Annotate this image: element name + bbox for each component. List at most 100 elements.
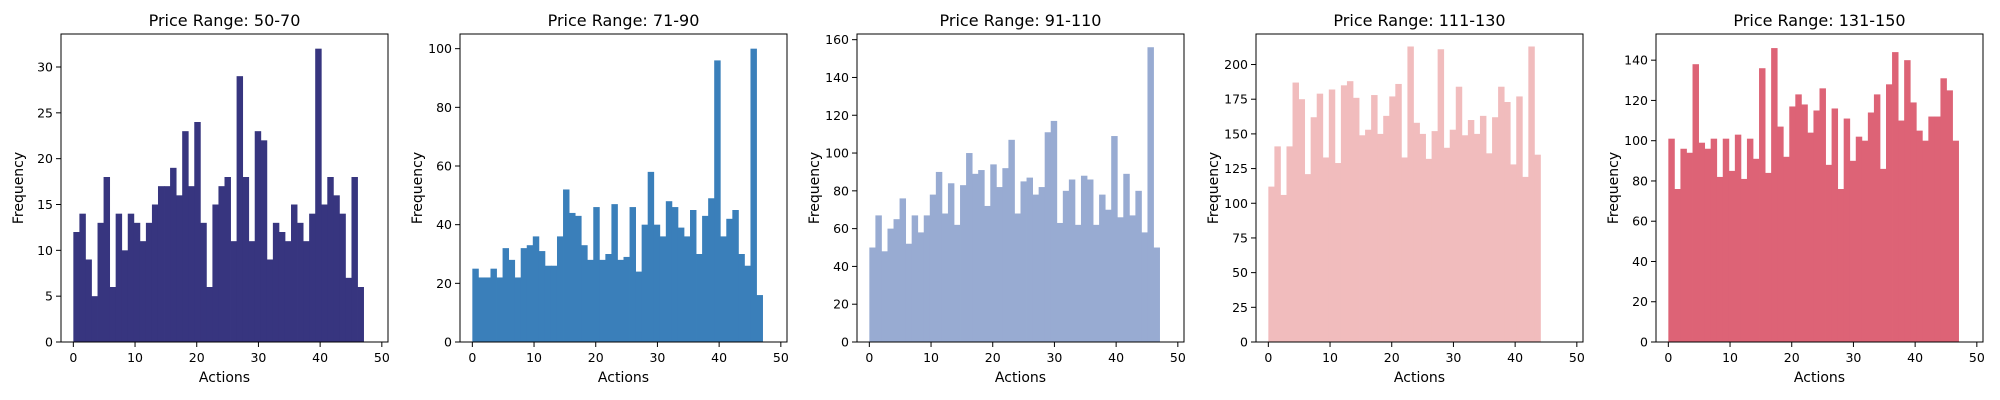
histogram-bar [947,183,955,342]
y-tick-label: 20 [37,151,53,166]
y-tick-label: 0 [841,335,849,350]
chart-panel-2: 0 10 20 30 40 50 0 20 40 60 80 100 Price Range: 71-9… [410,11,789,386]
histogram-bar [315,48,322,343]
y-tick-label: 20 [436,276,452,291]
histogram-bar [960,185,967,342]
histogram-bar [1783,156,1790,342]
x-tick-label: 50 [374,350,390,365]
x-tick-label: 40 [711,350,727,365]
x-axis-label: Actions [1394,370,1445,386]
x-tick-label: 20 [588,350,604,365]
histogram-bar [1479,115,1487,342]
histogram-bar [1056,222,1064,342]
histogram-bar [1425,158,1432,342]
x-tick-label: 30 [649,350,665,365]
histogram-bar [502,248,510,342]
histogram-bar [1304,174,1312,342]
histogram-bar [1383,115,1390,342]
histogram-bar [1032,194,1040,342]
histogram-bar [1413,122,1420,342]
y-tick-label: 60 [833,221,849,236]
histogram-bar [1510,164,1517,342]
histogram-bar [91,296,98,342]
histogram-bar [1867,112,1875,342]
histogram-bar [1819,88,1826,342]
histogram-bar [629,207,636,342]
histogram-bar [1038,187,1046,342]
histogram-bar [1020,181,1027,342]
histogram-bar [1849,160,1857,342]
histogram-bar [218,186,225,342]
histogram-bar [587,259,594,342]
y-tick-label: 125 [1224,161,1248,176]
histogram-bar [121,250,129,342]
y-tick-label: 40 [436,217,452,232]
histogram-bar [677,227,685,342]
x-tick-label: 40 [312,350,328,365]
y-tick-label: 100 [1224,196,1248,211]
x-tick-label: 20 [189,350,205,365]
histogram-bar [1722,138,1730,342]
histogram-bar [1680,148,1687,342]
y-tick-label: 0 [444,335,452,350]
histogram-bar [929,194,937,342]
histogram-bar [1443,147,1451,342]
axes-frame [459,33,788,343]
histogram-bar [550,265,558,342]
y-axis-label: Frequency [1206,152,1222,224]
histogram-bar [333,195,340,342]
histogram-bar [327,177,334,342]
histogram-bar [1395,83,1402,342]
x-tick-label: 10 [127,350,143,365]
histogram-bar [1129,215,1136,342]
y-tick-label: 0 [1240,335,1248,350]
histogram-bar [1777,126,1784,342]
x-tick-label: 10 [526,350,542,365]
histogram-bar [182,131,189,342]
histogram-bar [520,248,528,342]
histogram-bar [1886,84,1893,342]
histogram-bar [508,259,516,342]
y-tick-label: 50 [1232,265,1248,280]
histogram-bar [953,224,961,342]
histogram-bar [1813,110,1820,342]
x-tick-label: 40 [1907,350,1923,365]
histogram-bar [496,277,503,342]
y-tick-label: 25 [37,105,53,120]
histogram-bar [905,243,913,342]
histogram-bar [611,204,618,342]
histogram-bar [1274,146,1281,342]
histogram-bar [151,204,159,342]
histogram-bar [1686,152,1693,342]
y-tick-label: 30 [37,60,53,75]
histogram-bar [212,204,219,342]
histogram-bar [1407,46,1414,343]
histogram-bar [1026,177,1033,342]
chart-title: Price Range: 71-90 [548,11,700,30]
histogram-bar [1365,129,1372,342]
x-tick-label: 40 [1108,350,1124,365]
histogram-bar [653,224,661,342]
histogram-bar [744,265,751,342]
histogram-bar [1141,232,1148,342]
y-tick-label: 80 [1632,173,1648,188]
histogram-bar [1310,117,1318,343]
histogram-bar [1105,209,1112,342]
axes-frame [1255,33,1584,343]
histogram-bar [127,213,135,342]
histogram-bar [869,247,876,342]
histogram-bar [490,268,497,342]
histogram-bar [278,232,286,342]
histogram-bar [303,241,310,342]
histogram-bar [911,215,919,342]
histogram-bar [702,215,709,342]
histogram-bar [478,277,485,342]
histogram-bar [671,207,679,342]
histogram-bar [484,277,491,342]
histogram-bar [1099,194,1106,342]
histogram-bar [1117,217,1124,342]
x-axis-label: Actions [598,370,649,386]
histogram-bar [720,236,727,342]
histogram-bar [1728,170,1736,342]
histogram-bar [647,171,655,342]
